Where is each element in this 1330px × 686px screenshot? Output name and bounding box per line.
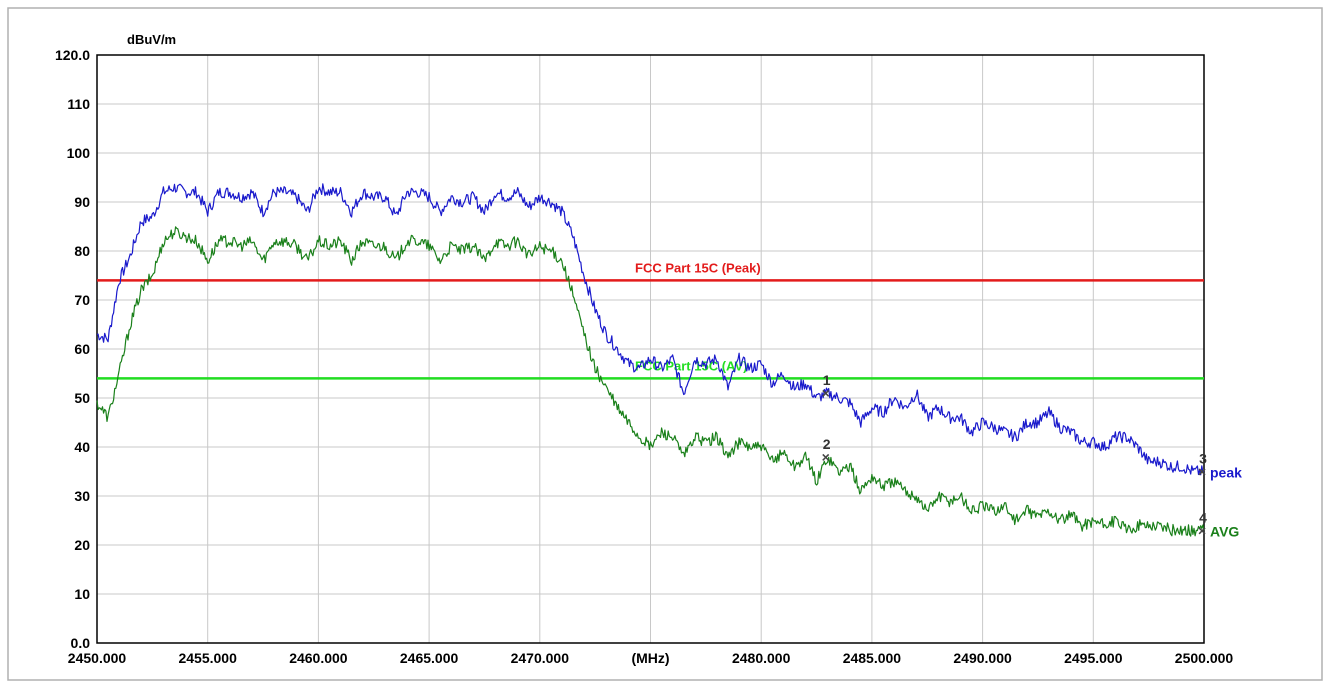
marker-number: 3	[1199, 451, 1207, 467]
y-axis-unit-label: dBuV/m	[127, 32, 176, 47]
marker-tag: AVG	[1210, 523, 1239, 539]
limit-line-label: FCC Part 15C (AV)	[635, 358, 747, 373]
x-tick-label: 2480.000	[732, 650, 791, 666]
y-tick-label: 100	[67, 145, 91, 161]
marker-number: 1	[823, 372, 831, 388]
marker-x-symbol: ×	[822, 449, 830, 465]
series-line	[96, 183, 1205, 476]
x-tick-label: 2495.000	[1064, 650, 1123, 666]
y-tick-label: 80	[74, 243, 90, 259]
y-tick-label: 90	[74, 194, 90, 210]
x-tick-label: 2490.000	[953, 650, 1012, 666]
x-tick-label: 2485.000	[843, 650, 902, 666]
x-tick-label: 2470.000	[511, 650, 570, 666]
marker-x-symbol: ×	[1198, 464, 1206, 480]
x-axis-tick-labels: 2450.000 2455.000 2460.000 2465.000 2470.000…	[68, 650, 1234, 666]
y-tick-label: 120.0	[55, 47, 90, 63]
y-tick-label: 40	[74, 439, 90, 455]
series-line	[96, 226, 1205, 537]
grid	[97, 55, 1204, 643]
marker-x-symbol: ×	[822, 385, 830, 401]
plot-border	[96, 54, 1205, 644]
x-tick-label: 2465.000	[400, 650, 459, 666]
y-tick-label: 110	[67, 96, 90, 112]
y-tick-label: 10	[74, 586, 90, 602]
x-tick-label: 2500.000	[1175, 650, 1234, 666]
y-tick-label: 20	[74, 537, 90, 553]
marker: ×2	[822, 436, 831, 465]
y-tick-label: 30	[74, 488, 90, 504]
y-tick-label: 60	[74, 341, 90, 357]
y-tick-label: 0.0	[71, 635, 91, 651]
marker-tag: peak	[1210, 465, 1242, 481]
x-tick-label: (MHz)	[631, 650, 669, 666]
marker-x-symbol: ×	[1198, 522, 1206, 538]
marker-number: 2	[823, 436, 831, 452]
marker-number: 4	[1199, 509, 1207, 525]
y-tick-label: 50	[74, 390, 90, 406]
y-axis-tick-labels: 120.0 110 100 90 80 70 60 50 40 30 20 10 0.0	[55, 47, 90, 651]
marker: ×1	[822, 372, 831, 401]
series-lines	[96, 183, 1205, 537]
x-tick-label: 2455.000	[178, 650, 237, 666]
x-tick-label: 2460.000	[289, 650, 348, 666]
x-tick-label: 2450.000	[68, 650, 127, 666]
y-tick-label: 70	[74, 292, 90, 308]
limit-line-label: FCC Part 15C (Peak)	[635, 260, 761, 275]
